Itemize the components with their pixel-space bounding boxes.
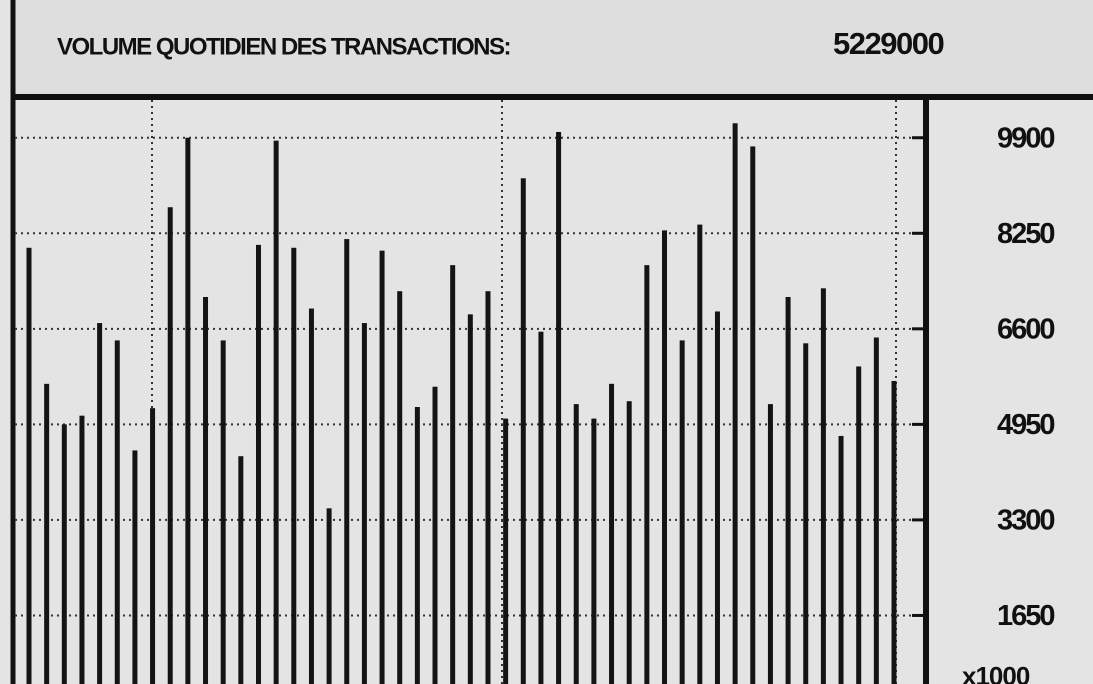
y-tick-label: 8250	[997, 218, 1054, 250]
bar	[785, 296, 791, 684]
bar	[467, 314, 473, 684]
bar	[644, 265, 650, 684]
bar	[150, 408, 156, 684]
y-tick-label: 6600	[997, 313, 1054, 345]
bar	[556, 131, 562, 684]
y-tick-label: 9900	[997, 122, 1054, 154]
bar	[132, 450, 138, 684]
bar	[220, 340, 226, 684]
bar	[662, 230, 668, 684]
chart-title: VOLUME QUOTIDIEN DES TRANSACTIONS:	[57, 33, 510, 60]
bar	[679, 340, 685, 684]
bar	[291, 247, 297, 684]
bar	[767, 404, 773, 684]
bar	[79, 415, 85, 684]
bar	[609, 383, 615, 684]
bar	[450, 265, 456, 684]
bar	[255, 244, 261, 684]
bar	[344, 239, 350, 684]
bar	[732, 123, 738, 684]
bar	[697, 224, 703, 684]
bar	[97, 323, 103, 684]
bar	[61, 424, 67, 684]
y-tick-label: 3300	[997, 505, 1054, 537]
bar	[573, 404, 579, 684]
bar	[750, 146, 756, 684]
bar	[397, 291, 403, 684]
bar	[273, 140, 279, 684]
bar	[803, 343, 809, 684]
header-band	[14, 0, 1093, 96]
bar	[44, 383, 50, 684]
y-tick-label: 1650	[997, 600, 1054, 632]
bar	[26, 247, 32, 684]
bar	[838, 435, 844, 684]
bar	[538, 331, 544, 684]
bar	[520, 178, 526, 684]
bar	[891, 380, 897, 684]
bar	[714, 311, 720, 684]
bar	[432, 386, 438, 684]
bar	[414, 407, 420, 684]
bar	[820, 288, 826, 684]
bar	[326, 508, 332, 684]
bar	[856, 366, 862, 684]
bar	[361, 323, 367, 684]
bar	[485, 291, 491, 684]
bar	[626, 401, 632, 684]
bar	[114, 340, 120, 684]
bar	[203, 296, 209, 684]
bar	[167, 207, 173, 684]
y-unit-label: x1000	[962, 661, 1030, 684]
total-value: 5229000	[833, 26, 943, 61]
bar	[185, 137, 191, 684]
bar	[238, 456, 244, 684]
bar	[873, 337, 879, 684]
bar	[591, 418, 597, 684]
bar	[308, 308, 314, 684]
bar	[503, 418, 509, 684]
y-tick-label: 4950	[997, 409, 1054, 441]
bar	[379, 250, 385, 684]
